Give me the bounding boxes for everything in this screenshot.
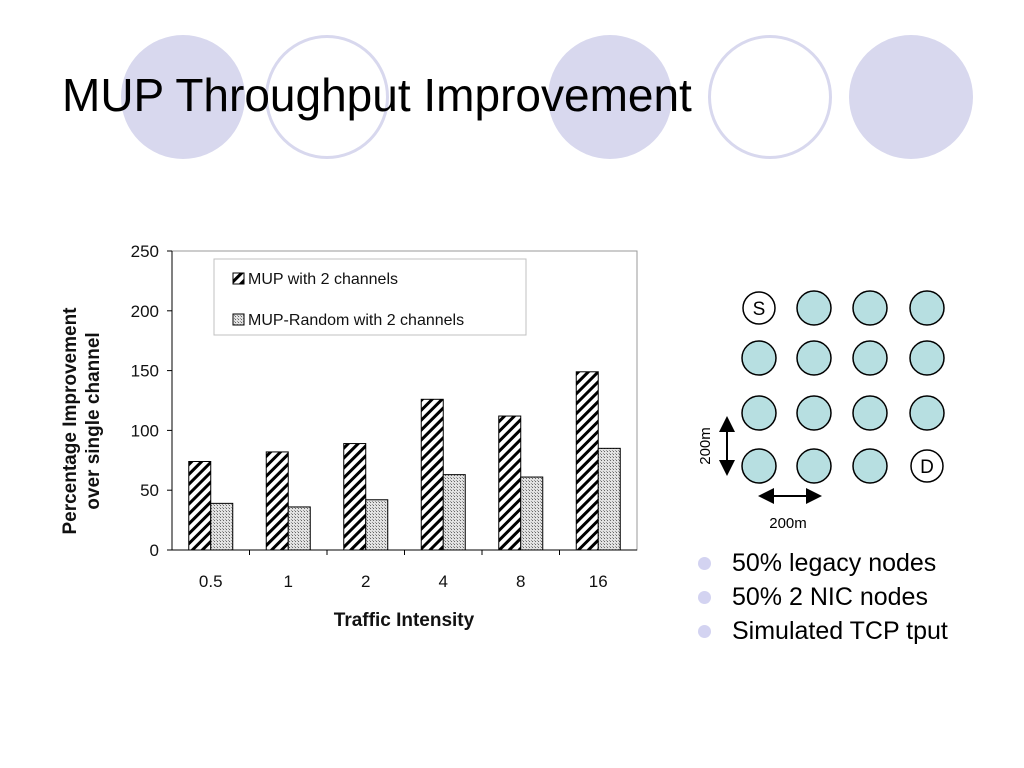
grid-node [796, 290, 832, 326]
horizontal-distance-label: 200m [769, 515, 807, 532]
bar-mup-random [442, 474, 466, 551]
legend-label-mup-random: MUP-Random with 2 channels [248, 312, 464, 329]
chart-legend: MUP with 2 channels MUP-Random with 2 ch… [213, 258, 527, 336]
vertical-distance-label: 200m [697, 427, 714, 465]
x-tick-label: 2 [361, 572, 370, 591]
bar-mup [420, 398, 444, 551]
grid-node [741, 340, 777, 376]
x-tick-label: 8 [516, 572, 525, 591]
grid-node [909, 290, 945, 326]
destination-node [910, 449, 944, 483]
bullet-dot-icon [698, 625, 711, 638]
grid-node [852, 340, 888, 376]
legend-swatch-mup-random [232, 313, 245, 326]
x-tick-label: 4 [439, 572, 448, 591]
destination-label: D [920, 457, 934, 478]
bullet-list: 50% legacy nodes 50% 2 NIC nodes Simulated… [698, 546, 948, 648]
x-tick-label: 1 [284, 572, 293, 591]
bullet-text: Simulated TCP tput [732, 617, 948, 645]
grid-node [741, 448, 777, 484]
grid-node [909, 340, 945, 376]
decor-circle-1 [121, 35, 245, 159]
legend-swatch-mup [232, 272, 245, 285]
y-tick-label: 0 [150, 541, 159, 560]
grid-node [741, 395, 777, 431]
bullet-item: 50% legacy nodes [698, 546, 948, 580]
grid-node [796, 395, 832, 431]
grid-node [909, 395, 945, 431]
bar-mup-random [597, 447, 621, 551]
y-tick-label: 150 [131, 362, 159, 381]
grid-node [852, 448, 888, 484]
y-tick-label: 50 [140, 481, 159, 500]
slide-title: MUP Throughput Improvement [62, 69, 692, 121]
grid-node [852, 395, 888, 431]
topology-diagram: S D 200m 200m [697, 290, 945, 532]
decor-circle-2 [265, 35, 389, 159]
bar-mup [343, 443, 367, 551]
grid-node [796, 340, 832, 376]
bar-mup-random [210, 502, 234, 551]
bar-mup [498, 415, 522, 551]
decor-circle-5 [849, 35, 973, 159]
bullet-dot-icon [698, 591, 711, 604]
grid-node [852, 290, 888, 326]
y-tick-label: 200 [131, 302, 159, 321]
bar-mup-random [520, 476, 544, 551]
bullet-dot-icon [698, 557, 711, 570]
bar-mup [265, 451, 289, 551]
x-tick-label: 16 [589, 572, 608, 591]
x-axis-title: Traffic Intensity [334, 610, 475, 631]
source-label: S [753, 299, 766, 320]
bullet-item: Simulated TCP tput [698, 614, 948, 648]
decor-circle-3 [548, 35, 672, 159]
bar-mup-random [287, 506, 311, 551]
source-node [742, 291, 776, 325]
bullet-text: 50% 2 NIC nodes [732, 583, 928, 611]
bar-chart: 0 50 100 150 200 250 0.5 1 2 4 8 16 MUP with 2 chan… [60, 242, 638, 631]
decor-circle-4 [708, 35, 832, 159]
bar-mup [188, 460, 212, 551]
y-axis-title-line-2: over single channel [83, 332, 104, 509]
grid-node [796, 448, 832, 484]
legend-label-mup: MUP with 2 channels [248, 271, 398, 288]
y-axis-title-line-1: Percentage Improvement [60, 307, 81, 535]
bullet-text: 50% legacy nodes [732, 549, 937, 577]
x-tick-label: 0.5 [199, 572, 223, 591]
y-tick-label: 100 [131, 421, 159, 440]
bar-mup-random [365, 499, 389, 551]
bar-mup [575, 371, 599, 551]
bullet-item: 50% 2 NIC nodes [698, 580, 948, 614]
y-tick-label: 250 [131, 242, 159, 261]
